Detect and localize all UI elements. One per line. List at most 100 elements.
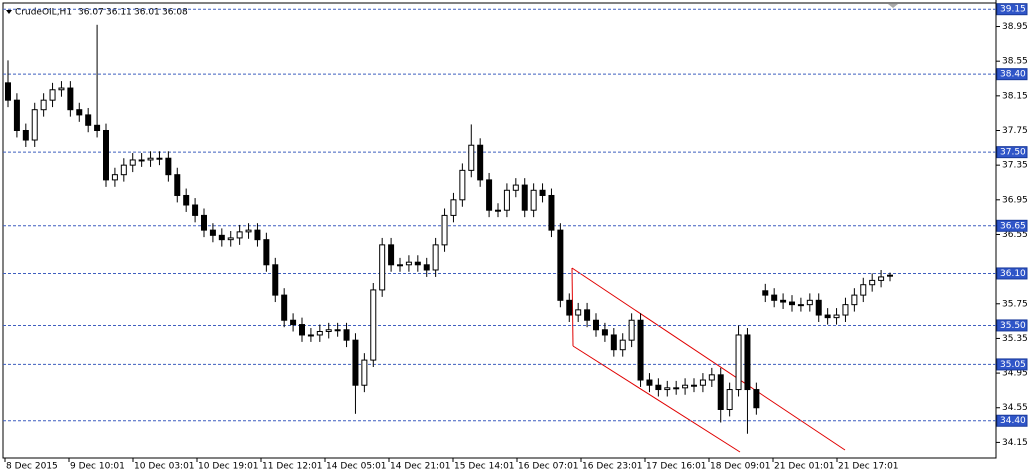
candle-body [486, 179, 493, 211]
candle-body [557, 229, 564, 301]
candle-body [495, 209, 501, 212]
candle-body [31, 109, 38, 141]
y-tick-label: 34.15 [1002, 438, 1028, 448]
symbol-title: CrudeOIL,H1 [15, 8, 72, 18]
candle-body [22, 129, 29, 141]
y-tick-label: 38.15 [1002, 91, 1028, 101]
candle-body [245, 229, 252, 233]
x-tick-label: 14 Dec 21:01 [390, 462, 451, 472]
level-label: 36.65 [1000, 221, 1026, 231]
x-tick-label: 21 Dec 01:01 [774, 462, 835, 472]
candle-body [726, 389, 733, 410]
candle-body [156, 157, 163, 160]
candle-body [771, 294, 778, 301]
candle-body [699, 379, 706, 386]
candle-body [780, 299, 787, 303]
level-label: 35.50 [1000, 321, 1026, 331]
candle-body [94, 124, 101, 131]
candle-body [290, 319, 297, 326]
candle-body [691, 384, 697, 387]
candle-body [361, 359, 368, 386]
candle-body [806, 299, 813, 306]
candle-body [272, 264, 279, 296]
level-box [996, 146, 1028, 159]
y-tick-label: 34.95 [1002, 369, 1028, 379]
candle-body [601, 329, 608, 336]
candle-body [129, 159, 136, 166]
candle-body [414, 261, 421, 266]
level-box [996, 3, 1028, 16]
x-tick-label: 16 Dec 07:01 [518, 462, 579, 472]
level-box [996, 414, 1028, 427]
candle-body [664, 387, 671, 391]
candle-body [147, 157, 154, 161]
candle-body [432, 244, 439, 271]
candle-body [352, 339, 359, 386]
candle-body [860, 284, 867, 296]
x-tick-label: 10 Dec 03:01 [134, 462, 195, 472]
candle-body [183, 194, 190, 206]
x-tick-label: 14 Dec 05:01 [326, 462, 387, 472]
y-tick-label: 34.55 [1002, 403, 1028, 413]
candle-body [566, 299, 573, 316]
y-tick-label: 36.55 [1002, 230, 1028, 240]
candle-body [325, 329, 332, 333]
candle-body [138, 159, 145, 162]
candle-body [67, 87, 74, 111]
level-label: 39.15 [1000, 5, 1026, 15]
candle-body [120, 164, 127, 176]
candle-body [450, 199, 457, 216]
candle-body [815, 299, 822, 316]
candle-body [593, 319, 599, 331]
candle-body [468, 144, 475, 171]
candle-body [165, 157, 172, 176]
channel-lower [572, 345, 741, 453]
candle-body [299, 324, 305, 336]
candle-body [824, 314, 831, 319]
candle-body [218, 234, 225, 241]
candle-body [343, 329, 350, 341]
candle-body [753, 389, 760, 409]
candle-body [762, 290, 769, 296]
candle-body [548, 194, 555, 231]
candle-body [103, 129, 109, 181]
candle-body [281, 294, 288, 321]
candle-body [682, 384, 689, 389]
x-tick-label: 18 Dec 09:01 [710, 462, 771, 472]
candle-body [646, 379, 653, 386]
channel-upper [571, 267, 846, 451]
level-box [996, 68, 1028, 81]
candle-body [735, 334, 742, 391]
candle-body [316, 331, 323, 336]
candle-body [744, 334, 751, 391]
candle-body [209, 229, 216, 236]
candle-body [423, 264, 430, 271]
candle-body [201, 214, 207, 231]
candle-body [619, 339, 626, 351]
candle-body [637, 319, 644, 381]
candle-body [334, 329, 341, 332]
y-tick-label: 37.75 [1002, 126, 1028, 136]
channel-edge [571, 267, 574, 347]
candle-body [477, 144, 484, 181]
x-tick-label: 15 Dec 14:01 [454, 462, 515, 472]
candle-body [503, 189, 510, 211]
candle-body [833, 314, 840, 319]
header-value: 36.08 [162, 8, 188, 18]
level-label: 34.40 [1000, 416, 1026, 426]
y-tick-label: 37.35 [1002, 161, 1028, 171]
menu-arrow[interactable] [6, 10, 12, 14]
x-tick-label: 16 Dec 23:01 [582, 462, 643, 472]
level-label: 38.40 [1000, 70, 1026, 80]
level-box [996, 319, 1028, 332]
candle-body [655, 384, 662, 391]
candle-body [717, 374, 724, 410]
header-value: 36.11 [106, 8, 132, 18]
candle-body [307, 334, 314, 337]
candle-body [192, 204, 199, 216]
candle-body [379, 244, 386, 291]
level-box [996, 267, 1028, 280]
y-tick-label: 38.55 [1002, 57, 1028, 67]
